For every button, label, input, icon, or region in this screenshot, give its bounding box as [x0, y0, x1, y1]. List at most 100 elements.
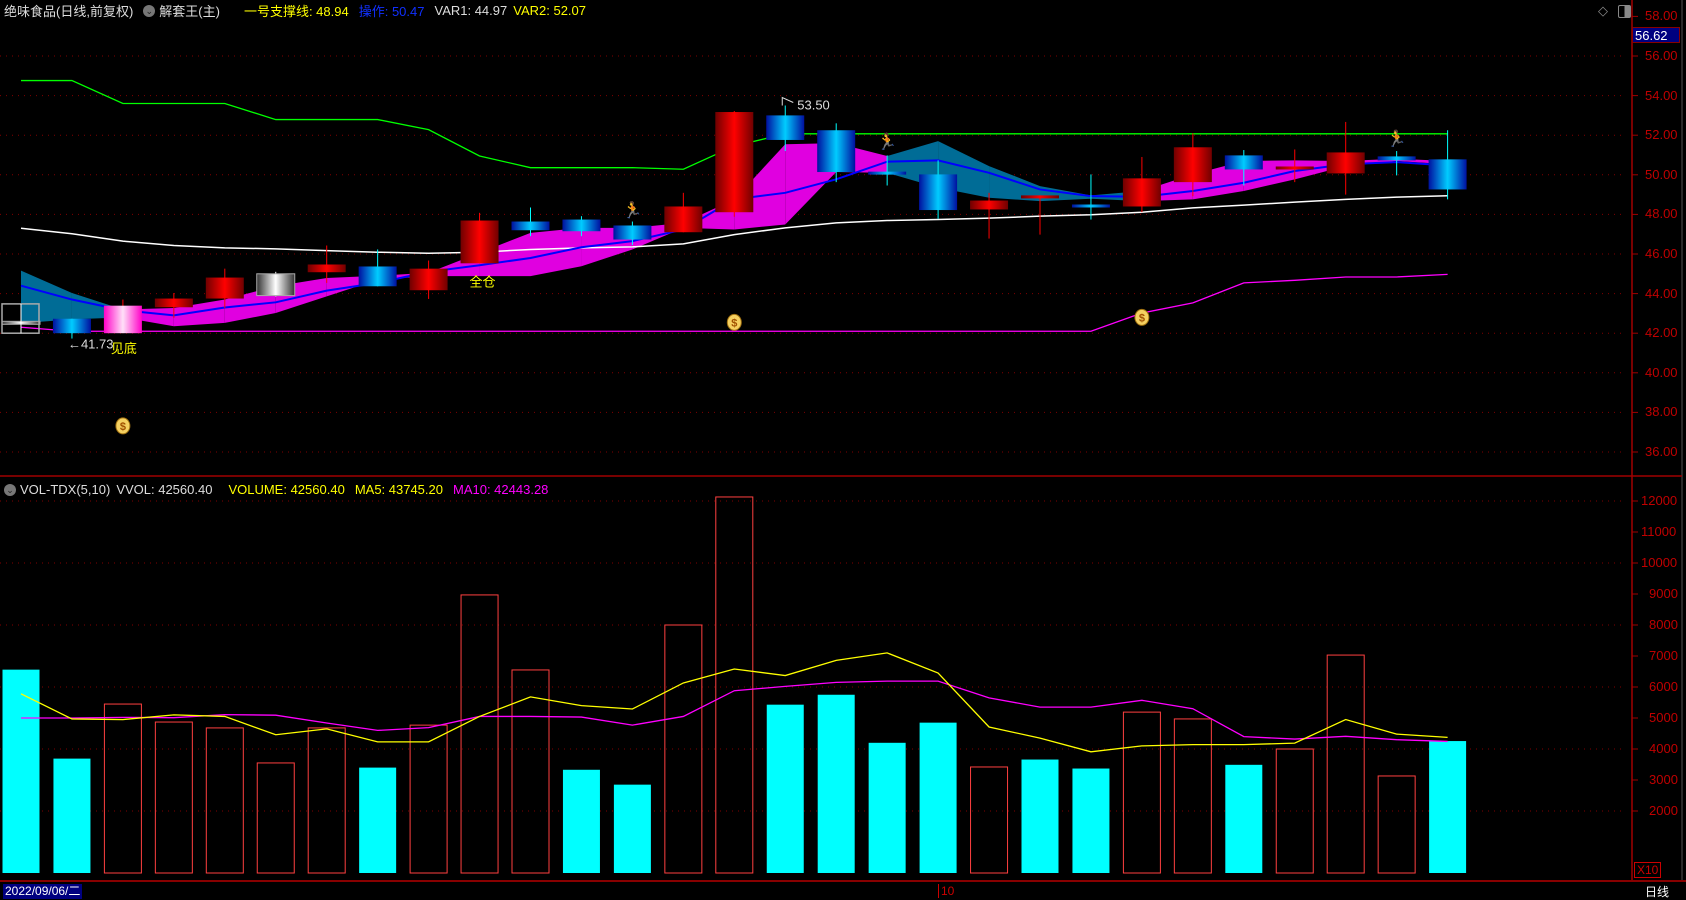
price-tick-label: 58.00 — [1645, 8, 1678, 24]
operate-value: 操作: 50.47 — [358, 4, 425, 19]
high-flag-icon — [781, 96, 794, 106]
volume-ma10-line — [21, 680, 1448, 743]
time-axis-bar[interactable]: 2022/09/06/二 10 日线 — [0, 880, 1686, 900]
candle-body — [715, 112, 754, 213]
price-tick-label: 48.00 — [1645, 206, 1678, 222]
volume-bar-down — [868, 742, 906, 873]
moneybag-icon: $ — [1139, 312, 1145, 324]
volume-bar-down — [562, 769, 600, 873]
moneybag-shape — [115, 417, 131, 435]
vvol-value: VVOL: 42560.40 — [116, 482, 213, 497]
volume-bars — [2, 496, 1467, 874]
volume-bar-up — [1173, 718, 1212, 874]
candle-body — [1224, 155, 1263, 170]
volume-bar-down — [613, 784, 651, 873]
high-price-label: 53.50 — [797, 98, 830, 113]
moneybag-icon: $ — [731, 317, 737, 329]
candle-body — [52, 318, 91, 334]
volume-bar-up — [970, 766, 1009, 874]
volume-bar-down — [766, 704, 804, 873]
last-price-label: 56.62 — [1632, 27, 1680, 43]
candle-body — [409, 268, 448, 291]
support-line — [20, 195, 1448, 254]
candle-body — [1326, 152, 1365, 174]
volume-tick-label: 7000 — [1649, 648, 1678, 663]
price-tick-label: 50.00 — [1645, 166, 1678, 182]
price-tick-label: 52.00 — [1645, 127, 1678, 143]
volume-ma5-line — [20, 652, 1448, 753]
candle-body — [817, 130, 856, 173]
volume-ma-lines — [20, 652, 1448, 753]
candle-body — [1377, 156, 1416, 161]
volume-header: ⌄ VOL-TDX(5,10) VVOL: 42560.40 VOLUME: 4… — [4, 482, 548, 497]
indicator-menu-icon[interactable]: ⌄ — [143, 4, 156, 17]
full-position-label: 全仓 — [470, 275, 496, 290]
period-button[interactable]: 日线 — [1645, 885, 1670, 899]
volume-tick-label: 5000 — [1649, 710, 1678, 725]
price-tick-label: 56.00 — [1645, 48, 1678, 63]
candle-body — [205, 277, 244, 299]
price-tick-label: 44.00 — [1645, 285, 1678, 301]
volume-bar-up — [664, 624, 703, 874]
support-line-value: 一号支撑线: 48.94 — [243, 4, 349, 19]
candle-body — [1173, 147, 1212, 183]
volume-bar-up — [1326, 654, 1365, 874]
moneybag-shape — [1134, 308, 1150, 326]
candle-body — [154, 298, 193, 308]
volume-bar-down — [359, 767, 397, 873]
indicator-name[interactable]: 解套王(主) — [159, 4, 220, 19]
volume-bar-up — [511, 669, 550, 874]
volume-bar-down — [53, 758, 91, 873]
panel-toggle-icon[interactable] — [1618, 5, 1631, 18]
volume-menu-icon[interactable]: ⌄ — [4, 483, 16, 496]
moneybag-shape — [726, 313, 742, 331]
volume-bar-up — [307, 727, 346, 874]
volume-tick-label: 11000 — [1641, 524, 1677, 539]
ma10-value: MA10: 42443.28 — [453, 482, 549, 497]
volume-tick-label: 10000 — [1641, 555, 1678, 570]
band-segment — [479, 232, 531, 277]
stock-title: 绝味食品(日线,前复权) — [4, 4, 134, 19]
var2-value: VAR2: 52.07 — [513, 3, 587, 18]
diamond-icon[interactable]: ◇ — [1598, 3, 1608, 18]
candle-body — [103, 305, 142, 334]
volume-bar-down — [2, 669, 40, 873]
price-tick-label: 54.00 — [1645, 87, 1678, 103]
runner-icon: 🏃 — [622, 200, 642, 219]
price-tick-label: 46.00 — [1645, 246, 1678, 261]
volume-indicator-name[interactable]: VOL-TDX(5,10) — [20, 482, 111, 497]
volume-tick-label: 4000 — [1649, 741, 1678, 756]
volume-bar-down — [919, 722, 957, 873]
candle-body — [511, 221, 550, 231]
volume-bar-up — [256, 762, 295, 874]
volume-bar-up — [1275, 748, 1314, 874]
volume-bar-up — [205, 727, 244, 874]
volume-tick-label: 3000 — [1649, 772, 1678, 787]
moneybag-icon: $ — [120, 421, 126, 433]
volume-bar-up — [1122, 711, 1161, 874]
month-marker: 10 — [938, 884, 954, 898]
volume-tick-label: 12000 — [1641, 493, 1678, 508]
candle-body — [1122, 178, 1161, 207]
volume-bar-up — [715, 496, 754, 874]
runner-icon: 🏃 — [877, 132, 897, 151]
price-tick-label: 42.00 — [1645, 325, 1678, 341]
price-header: 绝味食品(日线,前复权) ⌄ 解套王(主) 一号支撑线: 48.94 操作: 5… — [4, 1, 586, 20]
candle-body — [1071, 204, 1110, 208]
price-tick-label: 40.00 — [1645, 364, 1678, 380]
candle-body — [766, 115, 805, 140]
volume-bar-up — [1377, 775, 1416, 874]
candle-body — [460, 220, 499, 264]
var1-line — [20, 273, 1448, 332]
volume-bar-up — [154, 721, 193, 874]
candle-body — [562, 219, 601, 232]
ma5-value: MA5: 43745.20 — [354, 482, 443, 497]
band-segment — [989, 166, 1040, 202]
volume-tick-label: 9000 — [1649, 586, 1678, 601]
volume-bar-up — [103, 703, 142, 874]
candle-body — [307, 264, 346, 273]
volume-bar-down — [1072, 768, 1110, 873]
candle-body — [970, 200, 1009, 210]
volume-bar-down — [1021, 759, 1059, 873]
